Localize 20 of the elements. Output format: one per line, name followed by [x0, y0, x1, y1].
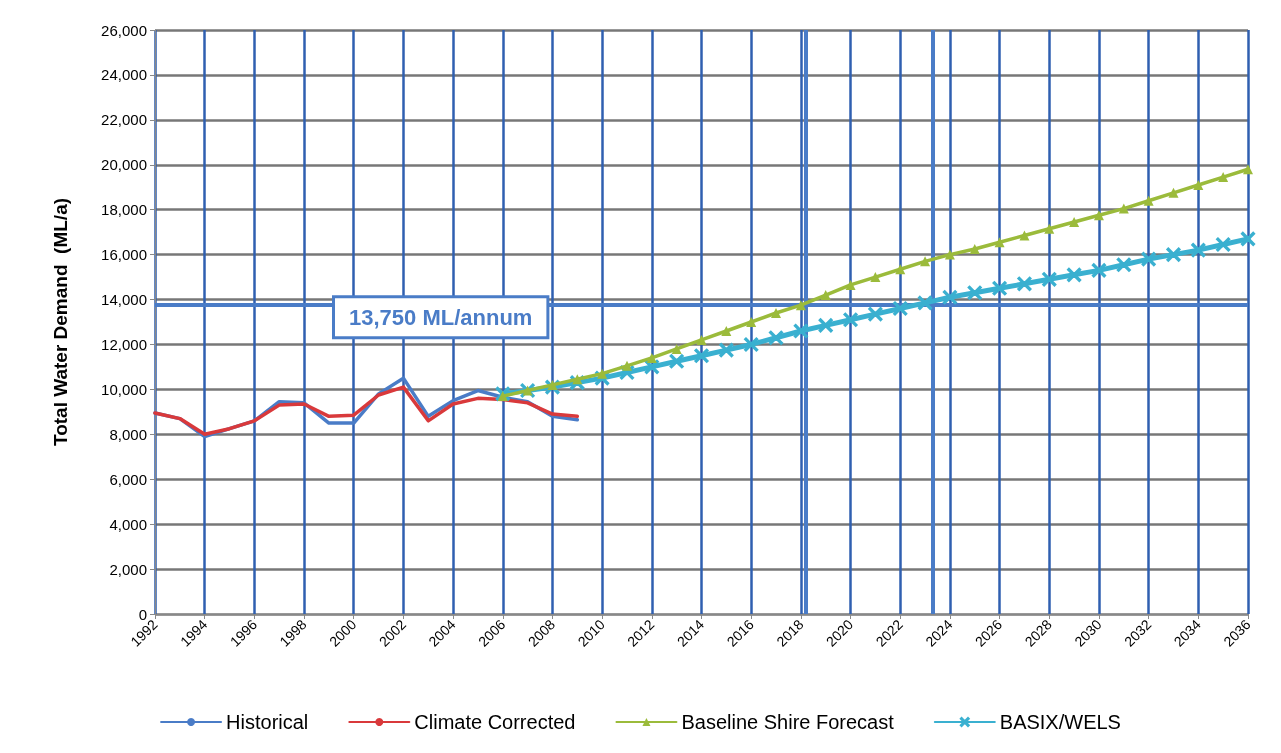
y-tick-label: 16,000: [101, 246, 147, 264]
y-tick-label: 14,000: [101, 291, 147, 309]
y-tick-label: 26,000: [101, 21, 147, 39]
y-tick-label: 24,000: [101, 66, 147, 84]
y-tick-label: 6,000: [109, 470, 147, 488]
y-tick-label: 18,000: [101, 201, 147, 219]
y-tick-label: 10,000: [101, 380, 147, 398]
y-tick-label: 2,000: [109, 560, 147, 578]
legend-label: Baseline Shire Forecast: [681, 711, 895, 733]
legend-label: Climate Corrected: [414, 711, 576, 733]
y-tick-label: 12,000: [101, 335, 147, 353]
legend-label: BASIX/WELS: [999, 711, 1121, 733]
y-tick-label: 22,000: [101, 111, 147, 129]
ref-line-label: 13,750 ML/annum: [349, 304, 533, 330]
y-tick-label: 0: [138, 605, 147, 623]
y-tick-label: 20,000: [101, 156, 147, 174]
y-tick-label: 4,000: [109, 515, 147, 533]
legend-label: Historical: [226, 711, 309, 733]
y-tick-label: 8,000: [109, 425, 147, 443]
y-axis-title: Total Water Demand (ML/a): [50, 197, 71, 447]
